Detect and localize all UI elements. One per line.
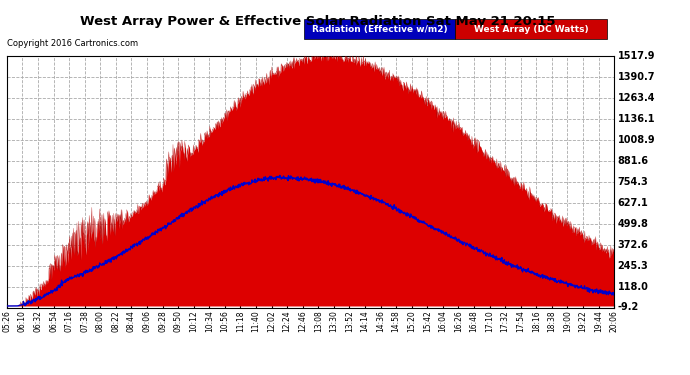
Text: 499.8: 499.8	[618, 219, 649, 229]
Text: 1517.9: 1517.9	[618, 51, 655, 61]
Text: 754.3: 754.3	[618, 177, 649, 187]
Text: 1136.1: 1136.1	[618, 114, 655, 124]
Text: 881.6: 881.6	[618, 156, 649, 166]
Text: 245.3: 245.3	[618, 261, 649, 271]
Text: 118.0: 118.0	[618, 282, 649, 292]
Text: West Array Power & Effective Solar Radiation Sat May 21 20:15: West Array Power & Effective Solar Radia…	[79, 15, 555, 28]
Text: Copyright 2016 Cartronics.com: Copyright 2016 Cartronics.com	[7, 39, 138, 48]
Text: West Array (DC Watts): West Array (DC Watts)	[474, 25, 589, 34]
Text: 1390.7: 1390.7	[618, 72, 655, 82]
Text: Radiation (Effective w/m2): Radiation (Effective w/m2)	[312, 25, 447, 34]
Text: -9.2: -9.2	[618, 303, 639, 312]
Text: 627.1: 627.1	[618, 198, 649, 208]
Text: 1263.4: 1263.4	[618, 93, 655, 103]
Text: 372.6: 372.6	[618, 240, 649, 250]
Text: 1008.9: 1008.9	[618, 135, 656, 145]
